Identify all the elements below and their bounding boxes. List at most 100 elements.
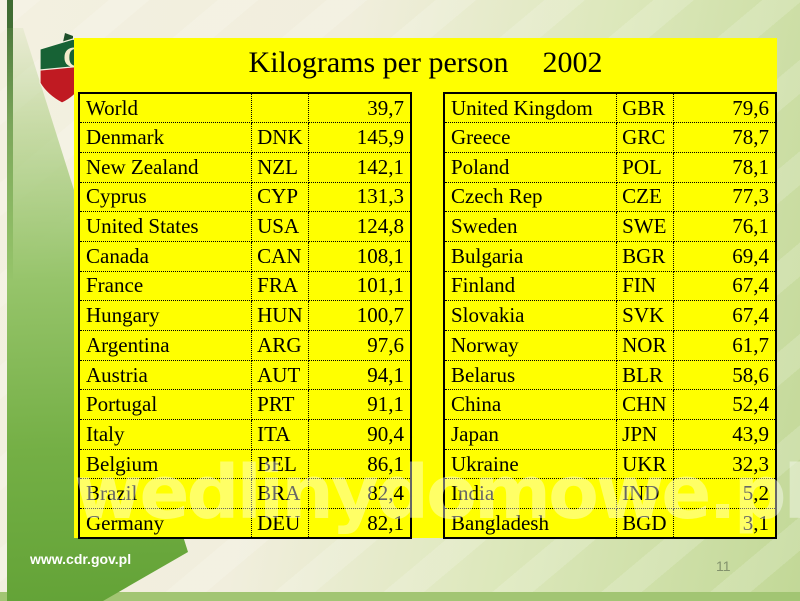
table-row: Cyprus CYP 131,3 (78, 181, 412, 213)
value-cell: 58,6 (672, 359, 777, 391)
table-row: Germany DEU 82,1 (78, 508, 412, 539)
value-cell: 86,1 (307, 448, 412, 480)
value-cell: 79,6 (672, 92, 777, 124)
bottom-green-bar (0, 592, 800, 601)
country-cell: Italy (78, 419, 253, 450)
value-cell: 39,7 (307, 92, 412, 124)
value-cell: 69,4 (672, 240, 777, 272)
country-cell: Japan (443, 419, 618, 450)
value-cell: 78,7 (672, 122, 777, 153)
country-cell: Ukraine (443, 448, 618, 480)
value-cell: 61,7 (672, 330, 777, 361)
code-cell: POL (616, 151, 674, 183)
table-row: Finland FIN 67,4 (443, 270, 777, 302)
country-cell: Brazil (78, 478, 253, 510)
value-cell: 142,1 (307, 151, 412, 183)
country-cell: Czech Rep (443, 181, 618, 213)
value-cell: 124,8 (307, 211, 412, 242)
code-cell: BLR (616, 359, 674, 391)
table-row: Poland POL 78,1 (443, 151, 777, 183)
code-cell: BEL (251, 448, 309, 480)
code-cell: JPN (616, 419, 674, 450)
code-cell: CAN (251, 240, 309, 272)
country-cell: Belgium (78, 448, 253, 480)
table-row: Japan JPN 43,9 (443, 419, 777, 450)
table-row: Slovakia SVK 67,4 (443, 300, 777, 331)
table-row: Bulgaria BGR 69,4 (443, 240, 777, 272)
code-cell: GBR (616, 92, 674, 124)
table-row: United Kingdom GBR 79,6 (443, 92, 777, 124)
value-cell: 100,7 (307, 300, 412, 331)
country-cell: Sweden (443, 211, 618, 242)
table-row: United States USA 124,8 (78, 211, 412, 242)
slide-title: Kilograms per person 2002 (74, 44, 777, 82)
value-cell: 43,9 (672, 419, 777, 450)
country-cell: Greece (443, 122, 618, 153)
code-cell: CHN (616, 389, 674, 421)
code-cell: BGD (616, 508, 674, 539)
table-row: Denmark DNK 145,9 (78, 122, 412, 153)
value-cell: 78,1 (672, 151, 777, 183)
website-url: www.cdr.gov.pl (30, 551, 132, 567)
code-cell: CYP (251, 181, 309, 213)
data-panel: Kilograms per person 2002 World 39,7 Denm… (74, 38, 777, 540)
country-cell: Belarus (443, 359, 618, 391)
country-cell: United Kingdom (443, 92, 618, 124)
table-row: Belgium BEL 86,1 (78, 448, 412, 480)
country-cell: Canada (78, 240, 253, 272)
value-cell: 101,1 (307, 270, 412, 302)
code-cell: SVK (616, 300, 674, 331)
value-cell: 77,3 (672, 181, 777, 213)
code-cell: GRC (616, 122, 674, 153)
table-row: Bangladesh BGD 3,1 (443, 508, 777, 539)
table-row: Ukraine UKR 32,3 (443, 448, 777, 480)
country-cell: Bulgaria (443, 240, 618, 272)
table-row: France FRA 101,1 (78, 270, 412, 302)
value-cell: 145,9 (307, 122, 412, 153)
code-cell: NZL (251, 151, 309, 183)
country-cell: Portugal (78, 389, 253, 421)
code-cell: PRT (251, 389, 309, 421)
code-cell: ITA (251, 419, 309, 450)
value-cell: 108,1 (307, 240, 412, 272)
table-row: Austria AUT 94,1 (78, 359, 412, 391)
country-cell: India (443, 478, 618, 510)
code-cell: CZE (616, 181, 674, 213)
country-cell: Poland (443, 151, 618, 183)
country-cell: Cyprus (78, 181, 253, 213)
value-cell: 3,1 (672, 508, 777, 539)
code-cell: FIN (616, 270, 674, 302)
country-cell: China (443, 389, 618, 421)
value-cell: 67,4 (672, 300, 777, 331)
value-cell: 91,1 (307, 389, 412, 421)
value-cell: 82,4 (307, 478, 412, 510)
value-cell: 5,2 (672, 478, 777, 510)
table-row: Norway NOR 61,7 (443, 330, 777, 361)
value-cell: 76,1 (672, 211, 777, 242)
cdr-logo-icon: C (39, 33, 85, 104)
country-cell: Germany (78, 508, 253, 539)
table-row: Czech Rep CZE 77,3 (443, 181, 777, 213)
value-cell: 90,4 (307, 419, 412, 450)
country-cell: Norway (443, 330, 618, 361)
consumption-table-right: United Kingdom GBR 79,6 Greece GRC 78,7 … (443, 92, 777, 540)
code-cell: USA (251, 211, 309, 242)
consumption-table-left: World 39,7 Denmark DNK 145,9 New Zealand… (78, 92, 412, 540)
value-cell: 32,3 (672, 448, 777, 480)
country-cell: New Zealand (78, 151, 253, 183)
table-row: Italy ITA 90,4 (78, 419, 412, 450)
table-row: China CHN 52,4 (443, 389, 777, 421)
value-cell: 52,4 (672, 389, 777, 421)
code-cell (251, 92, 309, 124)
country-cell: France (78, 270, 253, 302)
code-cell: IND (616, 478, 674, 510)
code-cell: UKR (616, 448, 674, 480)
value-cell: 67,4 (672, 270, 777, 302)
code-cell: DNK (251, 122, 309, 153)
table-row: Portugal PRT 91,1 (78, 389, 412, 421)
code-cell: SWE (616, 211, 674, 242)
table-row: India IND 5,2 (443, 478, 777, 510)
page-number: 11 (716, 558, 731, 574)
country-cell: Slovakia (443, 300, 618, 331)
